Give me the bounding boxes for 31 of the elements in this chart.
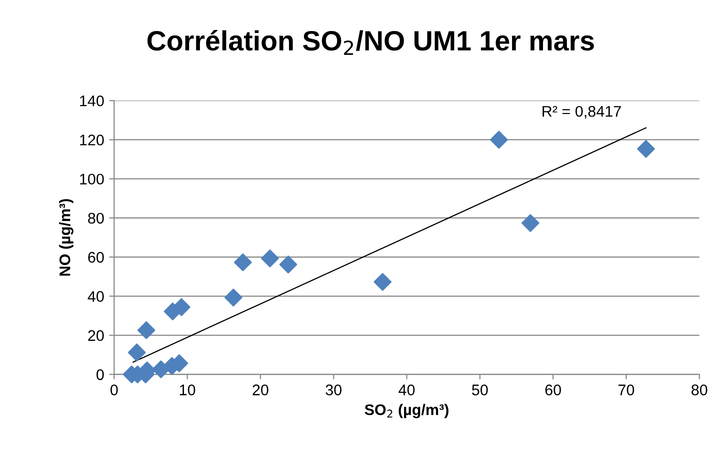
point: [224, 288, 242, 306]
annotation: R² = 0,8417: [542, 106, 621, 119]
point: [137, 321, 156, 340]
x-tick-label: 30: [326, 384, 342, 396]
chart-title: Corrélation SO$_{2}$/NO UM1 1er mars: [147, 30, 594, 55]
x-axis-title: SO$_{2}$ (µg/m³): [364, 404, 448, 418]
y-tick-label: 0: [96, 369, 104, 380]
y-tick-label: 80: [88, 212, 104, 224]
point: [490, 130, 508, 149]
x-tick-label: 40: [398, 384, 415, 396]
y-tick-label: 120: [80, 134, 104, 146]
x-tick-label: 0: [110, 384, 118, 396]
x-tick-label: 50: [472, 384, 488, 396]
point: [234, 253, 252, 272]
point: [261, 250, 279, 268]
x-tick-label: 60: [545, 384, 561, 396]
x-tick-label: 10: [180, 384, 196, 396]
y-tick-label: 100: [80, 174, 104, 185]
y-axis-title: NO (µg/m³): [59, 199, 74, 276]
point: [279, 256, 298, 274]
y-tick-label: 20: [88, 330, 104, 341]
point: [637, 140, 655, 158]
y-tick-label: 140: [80, 95, 104, 106]
x-tick-label: 20: [252, 384, 268, 396]
point: [128, 344, 146, 362]
x-tick-label: 80: [692, 384, 708, 396]
y-tick-label: 40: [88, 291, 104, 302]
y-tick-label: 60: [88, 252, 104, 263]
point: [374, 272, 392, 291]
point: [521, 214, 540, 232]
x-tick-label: 70: [618, 384, 634, 396]
